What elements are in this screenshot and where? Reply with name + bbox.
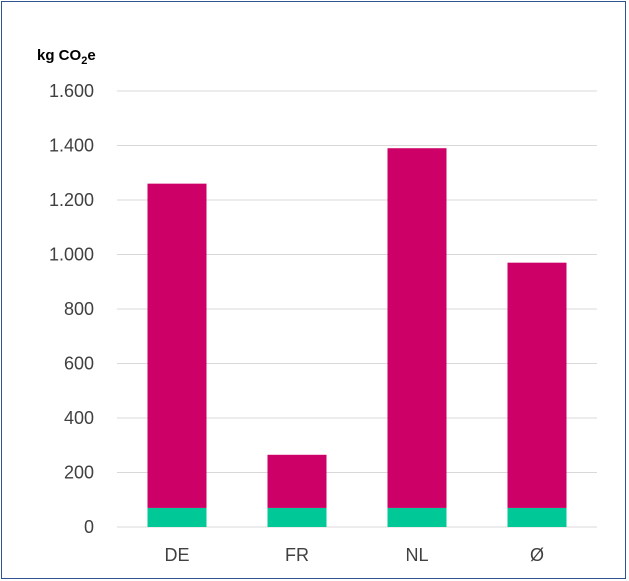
y-tick-label: 0 [84,517,94,537]
y-axis-label-subscript: 2 [81,55,87,67]
x-tick-labels: DE FR NL Ø [164,545,544,565]
y-tick-label: 600 [64,354,94,374]
y-tick-label: 1.400 [49,136,94,156]
bar-segment [267,454,327,508]
y-axis-label-end: e [87,47,95,64]
y-tick-labels: 0 200 400 600 800 1.000 1.200 1.400 1.600 [49,81,94,537]
y-tick-label: 1.600 [49,81,94,101]
y-tick-label: 1.000 [49,245,94,265]
x-tick-label: Ø [530,545,544,565]
y-tick-label: 1.200 [49,190,94,210]
y-axis-label-main: kg CO [37,47,82,64]
bar-segment [387,148,447,508]
bar-segment [147,183,207,508]
bar-segment [147,507,207,527]
y-axis-label: kg CO2e [37,47,96,67]
x-tick-label: NL [405,545,428,565]
bar-segment [267,507,327,527]
y-tick-label: 800 [64,299,94,319]
x-tick-label: FR [285,545,309,565]
bar-segment [507,507,567,527]
bars [147,148,567,527]
bar-segment [387,507,447,527]
x-tick-label: DE [164,545,189,565]
y-tick-label: 200 [64,463,94,483]
y-tick-label: 400 [64,408,94,428]
bar-segment [507,262,567,508]
